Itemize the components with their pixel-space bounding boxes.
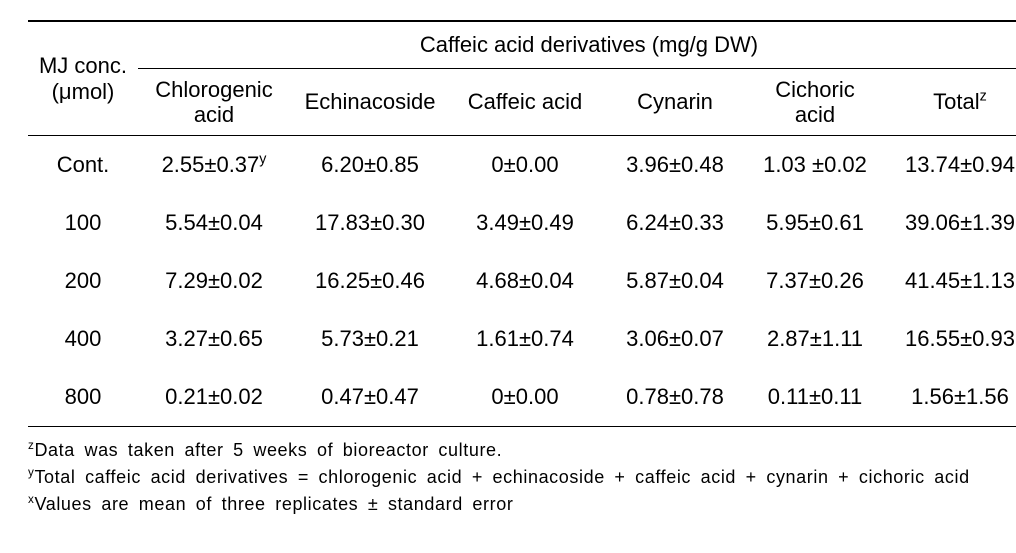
table-row: 4003.27±0.655.73±0.211.61±0.743.06±0.072… [28, 310, 1016, 368]
cell: 1.61±0.74 [450, 310, 600, 368]
row-header: MJ conc. (μmol) [28, 21, 138, 136]
cell: 2.55±0.37y [138, 136, 290, 195]
cell: 0±0.00 [450, 136, 600, 195]
column-header: Chlorogenicacid [138, 69, 290, 136]
footnote: yTotal caffeic acid derivatives = chloro… [28, 464, 988, 491]
row-label: 100 [28, 194, 138, 252]
cell: 5.95±0.61 [750, 194, 880, 252]
cell: 17.83±0.30 [290, 194, 450, 252]
cell: 7.37±0.26 [750, 252, 880, 310]
cell: 13.74±0.94 [880, 136, 1016, 195]
cell: 0.47±0.47 [290, 368, 450, 427]
row-label: 400 [28, 310, 138, 368]
row-header-line1: MJ conc. [39, 53, 127, 78]
table-row: Cont.2.55±0.37y6.20±0.850±0.003.96±0.481… [28, 136, 1016, 195]
cell: 0.78±0.78 [600, 368, 750, 427]
cell: 2.87±1.11 [750, 310, 880, 368]
cell: 16.25±0.46 [290, 252, 450, 310]
row-header-line2: (μmol) [52, 79, 115, 104]
cell: 41.45±1.13 [880, 252, 1016, 310]
cell: 5.73±0.21 [290, 310, 450, 368]
cell: 0±0.00 [450, 368, 600, 427]
footnote: zData was taken after 5 weeks of bioreac… [28, 437, 988, 464]
row-label: 800 [28, 368, 138, 427]
cell: 0.11±0.11 [750, 368, 880, 427]
footnote: xValues are mean of three replicates ± s… [28, 491, 988, 518]
cell: 6.24±0.33 [600, 194, 750, 252]
column-header: Echinacoside [290, 69, 450, 136]
table-row: 8000.21±0.020.47±0.470±0.000.78±0.780.11… [28, 368, 1016, 427]
cell: 3.96±0.48 [600, 136, 750, 195]
data-table: MJ conc. (μmol) Caffeic acid derivatives… [28, 20, 1016, 427]
column-header: Caffeic acid [450, 69, 600, 136]
super-header: Caffeic acid derivatives (mg/g DW) [138, 21, 1016, 69]
cell: 1.03 ±0.02 [750, 136, 880, 195]
cell: 3.06±0.07 [600, 310, 750, 368]
cell: 6.20±0.85 [290, 136, 450, 195]
cell: 0.21±0.02 [138, 368, 290, 427]
table-row: 2007.29±0.0216.25±0.464.68±0.045.87±0.04… [28, 252, 1016, 310]
row-label: Cont. [28, 136, 138, 195]
cell: 4.68±0.04 [450, 252, 600, 310]
footnotes: zData was taken after 5 weeks of bioreac… [28, 437, 988, 518]
cell: 7.29±0.02 [138, 252, 290, 310]
column-header: Cynarin [600, 69, 750, 136]
cell: 16.55±0.93 [880, 310, 1016, 368]
cell: 1.56±1.56 [880, 368, 1016, 427]
cell: 3.49±0.49 [450, 194, 600, 252]
column-header: Totalz [880, 69, 1016, 136]
cell: 39.06±1.39 [880, 194, 1016, 252]
cell: 5.87±0.04 [600, 252, 750, 310]
table-row: 1005.54±0.0417.83±0.303.49±0.496.24±0.33… [28, 194, 1016, 252]
cell: 5.54±0.04 [138, 194, 290, 252]
cell: 3.27±0.65 [138, 310, 290, 368]
column-header: Cichoricacid [750, 69, 880, 136]
row-label: 200 [28, 252, 138, 310]
